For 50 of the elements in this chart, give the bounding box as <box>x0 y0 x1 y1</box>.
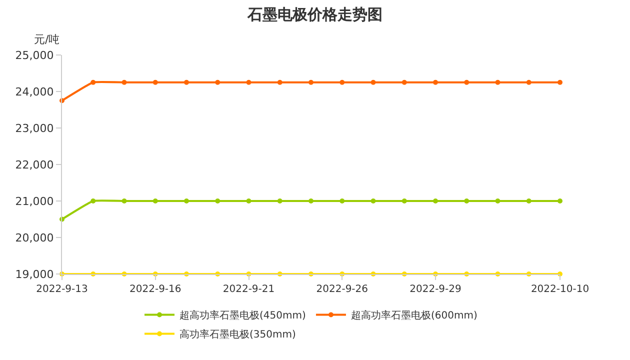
x-tick-label: 2022-9-13 <box>36 284 88 295</box>
point <box>370 80 376 85</box>
point <box>340 80 345 85</box>
x-tick-label: 2022-9-29 <box>410 284 462 295</box>
y-tick-label: 19,000 <box>15 268 54 281</box>
point <box>215 198 220 204</box>
y-tick-label: 20,000 <box>15 231 54 244</box>
x-tick-label: 2022-9-16 <box>129 284 182 295</box>
point <box>90 80 96 85</box>
point <box>402 198 407 204</box>
y-tick-label: 21,000 <box>15 194 54 208</box>
point <box>122 80 127 85</box>
point <box>246 80 252 85</box>
point <box>495 198 500 204</box>
point <box>277 80 282 85</box>
point <box>464 198 470 204</box>
point <box>558 198 562 204</box>
point <box>340 198 345 204</box>
x-tick-label: 2022-9-26 <box>316 284 368 295</box>
point <box>152 198 158 204</box>
chart-title: 石墨电极价格走势图 <box>246 6 382 24</box>
x-tick-label: 2022-10-10 <box>530 284 590 295</box>
y-tick-label: 25,000 <box>15 48 54 62</box>
point <box>526 80 532 85</box>
y-tick-label: 24,000 <box>15 85 54 98</box>
point <box>215 80 220 85</box>
legend-label: 超高功率石墨电极(450mm) <box>180 310 306 322</box>
point <box>526 198 532 204</box>
point <box>308 80 314 85</box>
y-tick-label: 23,000 <box>15 122 54 135</box>
legend-label: 高功率石墨电极(350mm) <box>180 328 296 341</box>
point <box>433 198 438 204</box>
point <box>184 198 189 204</box>
point <box>184 80 189 85</box>
point <box>122 198 127 204</box>
y-axis-title: 元/吨 <box>34 33 60 46</box>
legend-label: 超高功率石墨电极(600mm) <box>350 310 478 322</box>
point <box>277 198 282 204</box>
x-tick-label: 2022-9-21 <box>222 284 275 295</box>
y-tick-label: 22,000 <box>15 158 54 172</box>
point <box>495 80 500 85</box>
point <box>370 198 376 204</box>
point <box>90 198 96 204</box>
point <box>152 80 158 85</box>
point <box>402 80 407 85</box>
point <box>246 198 252 204</box>
point <box>558 80 562 85</box>
point <box>308 198 314 204</box>
point <box>464 80 470 85</box>
point <box>433 80 438 85</box>
